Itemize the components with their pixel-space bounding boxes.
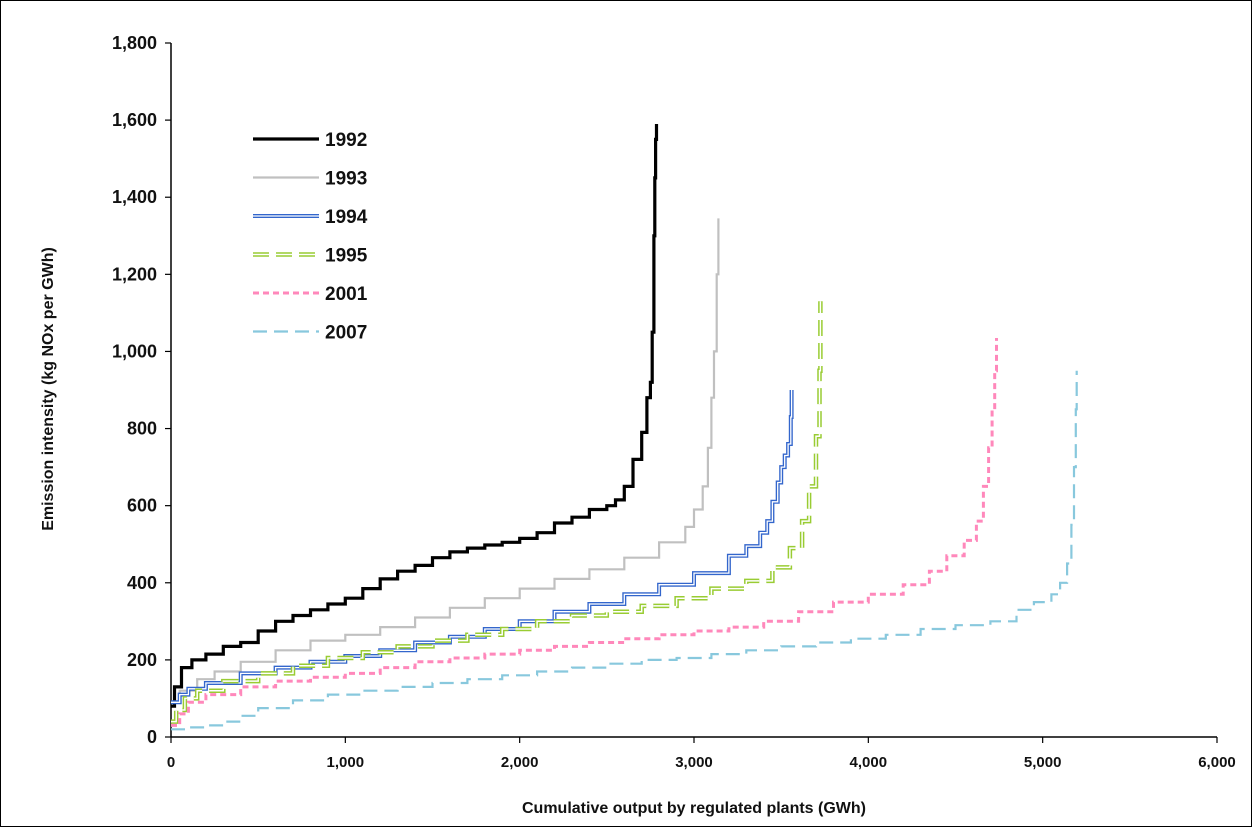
series-line-2007 (171, 370, 1078, 731)
x-axis-title: Cumulative output by regulated plants (G… (522, 800, 866, 817)
legend-label-2001: 2001 (325, 284, 368, 305)
legend-item-1993: 1993 (253, 169, 367, 190)
legend-label-1994: 1994 (325, 207, 368, 228)
x-tick-label: 1,000 (327, 754, 365, 771)
x-tick-label: 0 (167, 754, 175, 771)
legend: 1992 1993 1994 1995 2001 2007 (253, 130, 368, 344)
series-line-1995-inner (171, 301, 822, 723)
legend-item-2007: 2007 (253, 323, 367, 344)
y-axis-title: Emission intensity (kg NOx per GWh) (40, 247, 57, 531)
series-1992 (171, 124, 659, 708)
y-tick-label: 1,600 (112, 110, 157, 130)
series-line-2001 (171, 338, 998, 727)
y-tick-label: 0 (147, 727, 157, 747)
legend-label-1995: 1995 (325, 246, 368, 267)
y-tick-label: 800 (127, 419, 157, 439)
x-tick-label: 6,000 (1198, 754, 1236, 771)
y-tick-label: 600 (127, 496, 157, 516)
y-tick-label: 1,000 (112, 341, 157, 361)
x-tick-label: 4,000 (850, 754, 888, 771)
legend-label-1992: 1992 (325, 130, 367, 151)
legend-item-2001: 2001 (253, 284, 368, 305)
axes: 0 200 400 600 800 1,000 1,200 1,400 1,600 1,800 0 1… (112, 33, 1236, 771)
series-line-1994-inner (171, 390, 793, 703)
y-tick-label: 400 (127, 573, 157, 593)
legend-item-1994: 1994 (253, 207, 368, 228)
x-tick-label: 3,000 (675, 754, 713, 771)
legend-label-2007: 2007 (325, 323, 367, 344)
legend-label-1993: 1993 (325, 169, 367, 190)
series-line-1993 (171, 218, 720, 704)
legend-item-1992: 1992 (253, 130, 367, 151)
legend-item-1995: 1995 (253, 246, 368, 267)
series-line-1992 (171, 124, 659, 708)
y-tick-label: 1,400 (112, 187, 157, 207)
series-1994 (171, 390, 794, 705)
series-2007 (171, 370, 1078, 731)
series-line-1995-outer (171, 301, 823, 724)
y-tick-label: 1,800 (112, 33, 157, 53)
x-tick-label: 2,000 (501, 754, 539, 771)
series-lines (171, 124, 1078, 731)
y-tick-label: 1,200 (112, 264, 157, 284)
series-2001 (171, 338, 998, 727)
y-tick-label: 200 (127, 650, 157, 670)
series-1993 (171, 218, 720, 704)
series-line-1994-outer (171, 390, 794, 705)
x-tick-label: 5,000 (1024, 754, 1062, 771)
series-1995 (171, 301, 823, 724)
